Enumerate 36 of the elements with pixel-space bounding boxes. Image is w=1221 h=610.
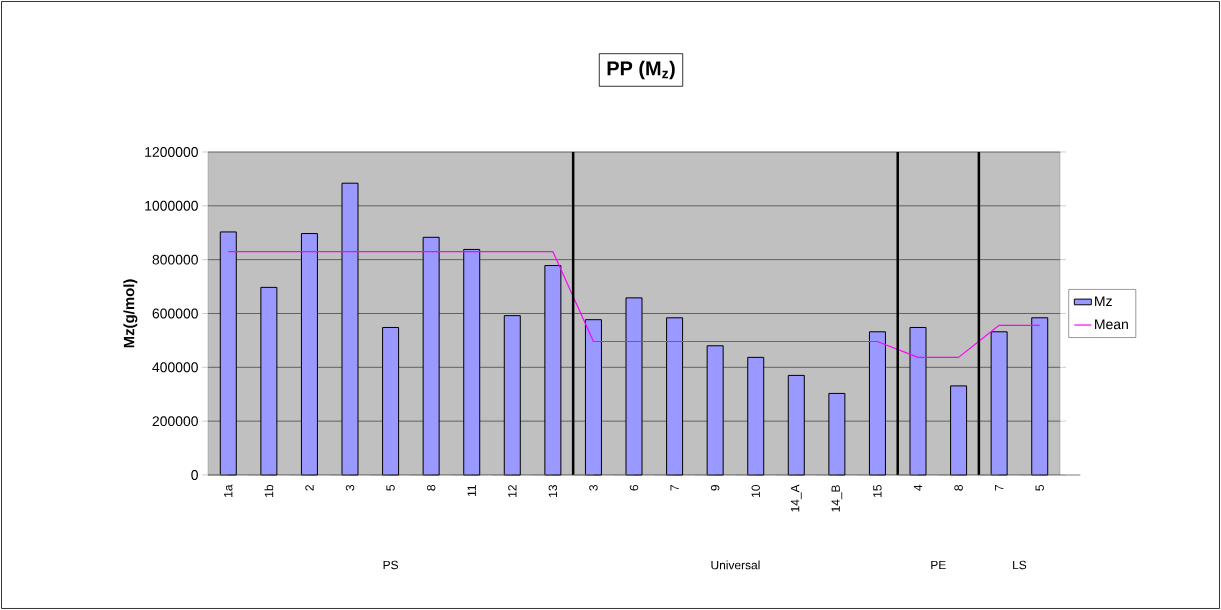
x-tick-label: 8: [426, 485, 436, 491]
x-tick-label: 4: [913, 484, 923, 491]
x-tick-label: 14_B: [831, 485, 843, 512]
legend-label: Mean: [1095, 319, 1128, 330]
x-tick-label: 8: [954, 485, 963, 491]
y-axis-title: Mz(g/mol): [123, 279, 138, 348]
y-tick-label: 1000000: [145, 200, 198, 211]
x-tick-label: 12: [508, 485, 517, 497]
chart-title: PP (M$_{z}$): [607, 60, 675, 80]
x-tick-label: 14_A: [791, 484, 802, 512]
x-tick-label: 11: [467, 485, 476, 497]
x-tick-label: 1b: [264, 485, 274, 497]
legend-label: Mz: [1095, 296, 1112, 306]
x-tick-label: 7: [670, 485, 679, 491]
y-tick-label: 400000: [152, 362, 198, 373]
x-tick-label: 5: [386, 485, 395, 491]
y-tick-label: 800000: [152, 254, 198, 265]
text: PS: [383, 560, 398, 570]
y-tick-label: 600000: [152, 308, 198, 319]
x-tick-label: 9: [710, 485, 720, 491]
x-tick-label: 10: [751, 484, 760, 497]
text: PE: [931, 560, 946, 570]
x-tick-label: 3: [345, 485, 355, 491]
x-tick-label: 3: [589, 485, 598, 491]
y-tick-label: 200000: [152, 416, 198, 427]
x-tick-label: 1a: [224, 484, 233, 497]
x-tick-label: 7: [995, 485, 1004, 491]
text: LS: [1013, 560, 1027, 570]
y-tick-label: 1200000: [145, 147, 198, 157]
x-tick-label: 5: [1035, 485, 1044, 491]
y-tick-label: 0: [191, 470, 198, 480]
x-tick-label: 13: [548, 485, 558, 497]
x-tick-label: 6: [629, 485, 639, 491]
x-tick-label: 15: [873, 485, 882, 497]
text: Universal: [711, 560, 760, 570]
x-tick-label: 2: [305, 485, 314, 491]
